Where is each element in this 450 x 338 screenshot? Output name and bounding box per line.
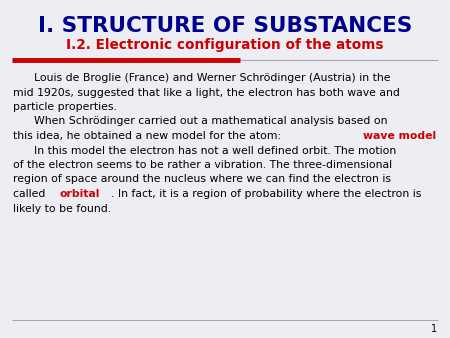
Text: . In fact, it is a region of probability where the electron is: . In fact, it is a region of probability…	[112, 189, 422, 199]
Text: mid 1920s, suggested that like a light, the electron has both wave and: mid 1920s, suggested that like a light, …	[13, 88, 400, 97]
Text: Louis de Broglie (France) and Werner Schrödinger (Austria) in the: Louis de Broglie (France) and Werner Sch…	[13, 73, 391, 83]
Text: likely to be found.: likely to be found.	[13, 203, 111, 214]
Text: of the electron seems to be rather a vibration. The three-dimensional: of the electron seems to be rather a vib…	[13, 160, 392, 170]
Text: When Schrödinger carried out a mathematical analysis based on: When Schrödinger carried out a mathemati…	[13, 117, 387, 126]
Text: called: called	[13, 189, 49, 199]
Text: this idea, he obtained a new model for the atom:: this idea, he obtained a new model for t…	[13, 131, 284, 141]
Text: region of space around the nucleus where we can find the electron is: region of space around the nucleus where…	[13, 174, 391, 185]
Text: orbital: orbital	[59, 189, 99, 199]
Text: 1: 1	[431, 324, 437, 334]
Text: I.2. Electronic configuration of the atoms: I.2. Electronic configuration of the ato…	[66, 38, 384, 52]
Text: particle properties.: particle properties.	[13, 102, 117, 112]
Text: I. STRUCTURE OF SUBSTANCES: I. STRUCTURE OF SUBSTANCES	[38, 16, 412, 36]
Text: In this model the electron has not a well defined orbit. The motion: In this model the electron has not a wel…	[13, 145, 396, 155]
Text: wave model: wave model	[364, 131, 436, 141]
